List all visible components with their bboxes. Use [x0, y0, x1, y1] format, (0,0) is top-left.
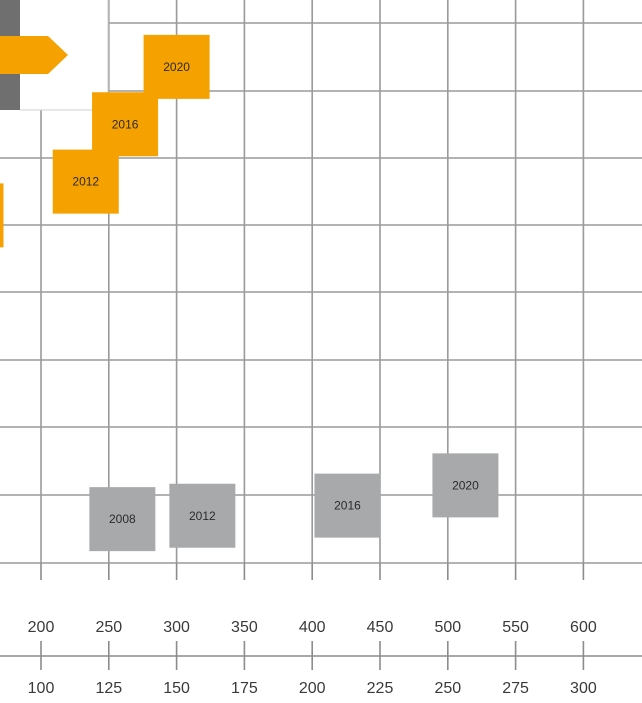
bottom-axis-tick-label: 275	[502, 680, 529, 697]
data-point-label: 2016	[112, 117, 139, 131]
bottom-axis-tick-label: 175	[231, 680, 258, 697]
data-point: 2008	[89, 487, 156, 552]
bottom-axis-tick-label: 225	[367, 680, 394, 697]
data-point-label: 2008	[109, 512, 136, 526]
top-axis-tick-label: 550	[502, 619, 529, 636]
data-point-box	[0, 183, 4, 248]
bottom-axis-tick-label: 250	[434, 680, 461, 697]
data-point: 2008	[0, 183, 4, 248]
data-point-box	[52, 149, 119, 214]
data-marks: 2008 2012 2016 2020 2008 2012 2016 2020	[0, 34, 499, 552]
legend-arrow-marker	[0, 36, 68, 74]
bottom-axis-tick-label: 300	[570, 680, 597, 697]
data-point: 2020	[143, 34, 210, 99]
data-point-label: 2016	[334, 499, 361, 513]
x-axes: 200 250 300 350 400 450 500 550 600 100 125 150 175 2…	[0, 563, 642, 697]
top-axis-tick-label: 350	[231, 619, 258, 636]
bottom-axis-tick-label: 100	[28, 680, 55, 697]
top-axis-tick-label: 300	[163, 619, 190, 636]
bottom-axis-tick-label: 150	[163, 680, 190, 697]
data-point: 2020	[432, 453, 499, 518]
top-axis-tick-label: 400	[299, 619, 326, 636]
bottom-axis-tick-label: 200	[299, 680, 326, 697]
bottom-axis-tick-label: 125	[95, 680, 122, 697]
data-point: 2016	[92, 92, 159, 157]
legend-inset	[0, 0, 109, 111]
top-axis-tick-label: 450	[367, 619, 394, 636]
top-axis-tick-label: 200	[28, 619, 55, 636]
data-point-box	[314, 473, 381, 538]
data-point: 2012	[52, 149, 119, 214]
data-point-box	[89, 487, 156, 552]
data-point-label: 2020	[163, 60, 190, 74]
data-point: 2016	[314, 473, 381, 538]
data-point-label: 2012	[189, 509, 216, 523]
data-point-box	[169, 483, 236, 548]
top-axis-tick-label: 500	[434, 619, 461, 636]
data-point: 2012	[169, 483, 236, 548]
data-point-box	[143, 34, 210, 99]
data-point-label: 2020	[452, 478, 479, 492]
data-point-label: 2012	[72, 175, 99, 189]
top-axis-tick-label: 600	[570, 619, 597, 636]
data-point-box	[432, 453, 499, 518]
data-point-box	[92, 92, 159, 157]
top-axis-tick-label: 250	[95, 619, 122, 636]
